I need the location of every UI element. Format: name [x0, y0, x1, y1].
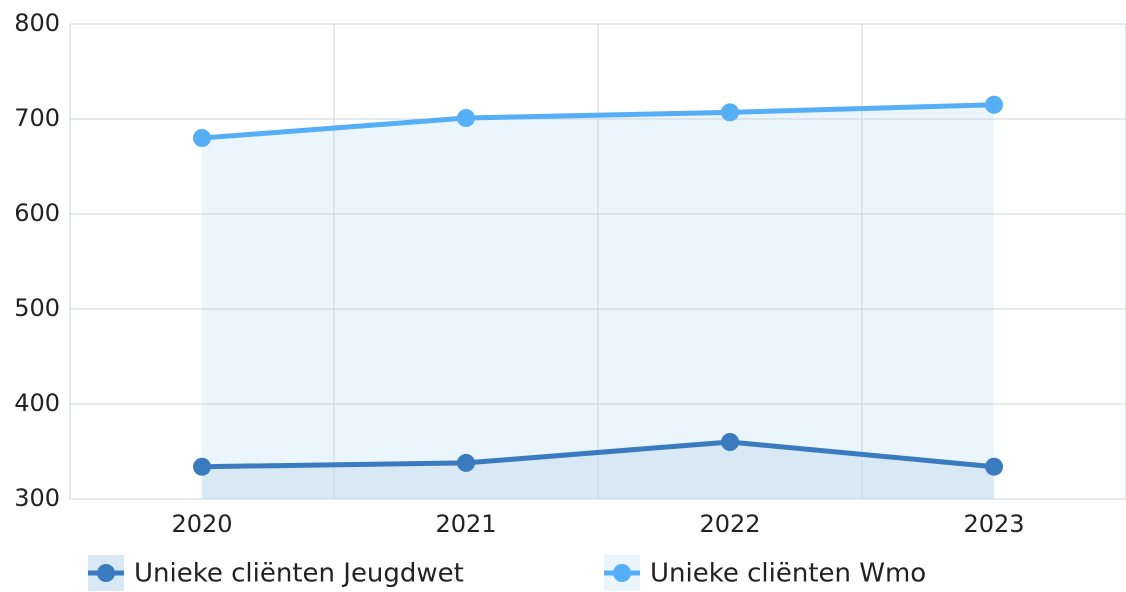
- data-point: [457, 453, 475, 472]
- series-line: [201, 102, 995, 141]
- x-tick-label: 2022: [699, 510, 760, 538]
- data-point: [721, 103, 739, 122]
- data-point: [457, 109, 475, 128]
- x-tick-label: 2021: [435, 510, 496, 538]
- legend-marker: [613, 564, 631, 582]
- legend-label: Unieke cliënten Jeugdwet: [134, 559, 464, 589]
- x-tick-label: 2023: [963, 510, 1024, 538]
- data-point: [985, 457, 1003, 476]
- y-tick-label: 300: [14, 484, 60, 512]
- y-tick-label: 400: [14, 389, 60, 417]
- y-tick-label: 500: [14, 294, 60, 322]
- series-line: [201, 439, 995, 470]
- y-tick-label: 600: [14, 199, 60, 227]
- data-point: [193, 457, 211, 476]
- data-point: [721, 433, 739, 451]
- data-point: [193, 129, 211, 147]
- x-tick-label: 2020: [171, 510, 232, 538]
- legend-marker: [97, 564, 115, 582]
- legend-label: Unieke cliënten Wmo: [650, 559, 926, 589]
- data-point: [985, 95, 1003, 114]
- y-tick-label: 800: [14, 9, 60, 37]
- y-tick-label: 700: [14, 104, 60, 132]
